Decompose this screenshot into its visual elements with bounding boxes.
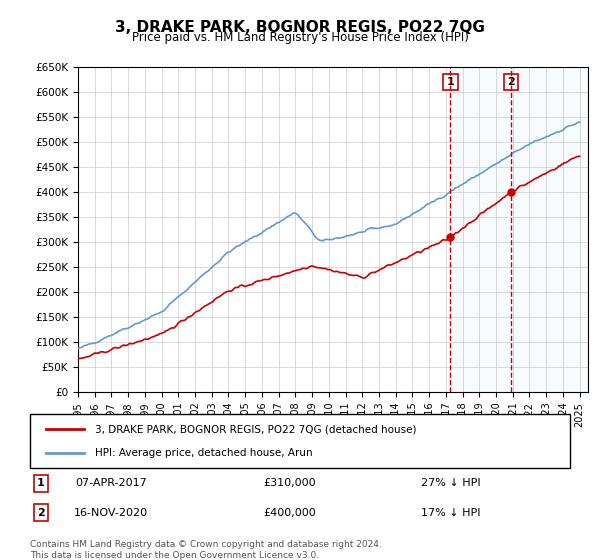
Text: 16-NOV-2020: 16-NOV-2020	[74, 508, 148, 518]
Text: 2: 2	[507, 77, 515, 87]
Text: Contains HM Land Registry data © Crown copyright and database right 2024.
This d: Contains HM Land Registry data © Crown c…	[30, 540, 382, 560]
Text: 1: 1	[446, 77, 454, 87]
Text: £310,000: £310,000	[263, 478, 316, 488]
Text: 3, DRAKE PARK, BOGNOR REGIS, PO22 7QG (detached house): 3, DRAKE PARK, BOGNOR REGIS, PO22 7QG (d…	[95, 424, 416, 435]
Text: HPI: Average price, detached house, Arun: HPI: Average price, detached house, Arun	[95, 447, 313, 458]
Text: £400,000: £400,000	[263, 508, 316, 518]
Text: 1: 1	[37, 478, 44, 488]
Text: 3, DRAKE PARK, BOGNOR REGIS, PO22 7QG: 3, DRAKE PARK, BOGNOR REGIS, PO22 7QG	[115, 20, 485, 35]
Text: 17% ↓ HPI: 17% ↓ HPI	[421, 508, 481, 518]
Text: Price paid vs. HM Land Registry's House Price Index (HPI): Price paid vs. HM Land Registry's House …	[131, 31, 469, 44]
Text: 07-APR-2017: 07-APR-2017	[75, 478, 147, 488]
Text: 27% ↓ HPI: 27% ↓ HPI	[421, 478, 481, 488]
Bar	[451, 67, 588, 392]
Text: 2: 2	[37, 508, 44, 518]
FancyBboxPatch shape	[30, 414, 570, 468]
